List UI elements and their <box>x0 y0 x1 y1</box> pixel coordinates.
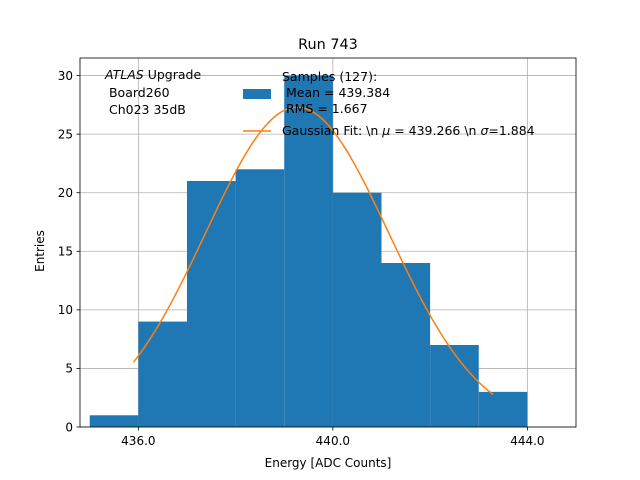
histogram-bar <box>478 391 528 427</box>
legend-samples-line3: RMS = 1.667 <box>282 101 368 116</box>
histogram-bar <box>284 75 333 428</box>
histogram-bar <box>235 169 285 428</box>
legend-fit-mu: μ <box>381 123 390 138</box>
legend-fit-prefix: Gaussian Fit: \n <box>282 123 382 138</box>
y-tick-label: 10 <box>58 303 73 317</box>
plot-frame <box>79 57 577 428</box>
y-tick-label: 5 <box>65 362 73 376</box>
y-axis-label: Entries <box>33 230 47 272</box>
x-axis-label: Energy [ADC Counts] <box>265 456 392 470</box>
histogram-bar <box>332 192 382 427</box>
histogram-bar <box>186 181 236 427</box>
legend-samples-line2: Mean = 439.384 <box>282 85 390 100</box>
x-tick-label: 440.0 <box>316 434 350 448</box>
y-tick-label: 30 <box>58 69 73 83</box>
y-tick-label: 20 <box>58 186 73 200</box>
y-tick-label: 0 <box>65 420 73 434</box>
legend-samples-swatch <box>243 89 271 99</box>
legend-fit-label: Gaussian Fit: \n μ = 439.266 \n σ=1.884 <box>282 123 535 138</box>
histogram-bar <box>89 415 139 427</box>
y-tick-label: 15 <box>58 245 73 259</box>
x-tick-label: 444.0 <box>510 434 544 448</box>
fit-layer <box>132 106 494 396</box>
bars-layer <box>89 75 528 428</box>
chart-title: Run 743 <box>298 37 358 53</box>
atlas-italic: ATLAS <box>104 67 144 82</box>
histogram-bar <box>381 263 431 427</box>
legend-fit-sigma: σ <box>480 123 489 138</box>
atlas-annotation-line2: Board260 <box>105 85 170 100</box>
atlas-annotation-line3: Ch023 35dB <box>105 102 186 117</box>
legend-samples-line1: Samples (127): <box>282 69 377 84</box>
legend-fit-mid: = 439.266 \n <box>390 123 480 138</box>
legend-fit-suffix: =1.884 <box>488 123 534 138</box>
y-tick-label: 25 <box>58 127 73 141</box>
atlas-upgrade: Upgrade <box>144 67 202 82</box>
histogram-bar <box>138 321 187 427</box>
histogram-bar <box>430 345 479 427</box>
gaussian-fit-curve <box>132 106 494 396</box>
x-tick-label: 436.0 <box>121 434 155 448</box>
atlas-annotation-line1: ATLAS Upgrade <box>104 67 201 82</box>
ticks-layer: 436.0 440.0 444.0 0 5 10 15 20 25 30 <box>58 69 545 448</box>
